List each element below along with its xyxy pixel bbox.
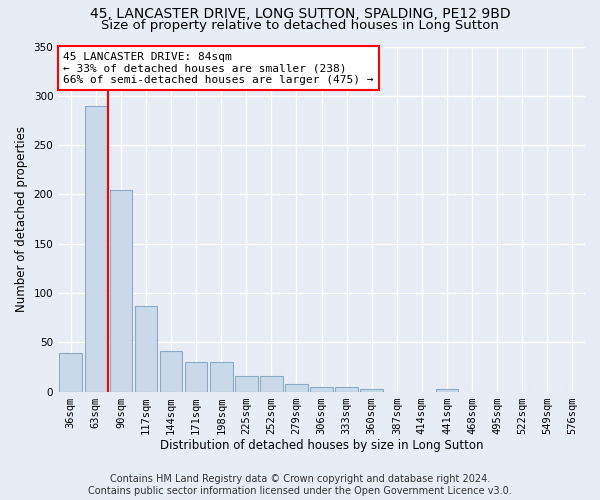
Text: 45 LANCASTER DRIVE: 84sqm
← 33% of detached houses are smaller (238)
66% of semi: 45 LANCASTER DRIVE: 84sqm ← 33% of detac… — [64, 52, 374, 85]
Bar — [110, 190, 132, 392]
Bar — [59, 353, 82, 392]
Bar — [285, 384, 308, 392]
Bar — [361, 388, 383, 392]
Text: Size of property relative to detached houses in Long Sutton: Size of property relative to detached ho… — [101, 19, 499, 32]
Bar — [335, 386, 358, 392]
Bar — [210, 362, 233, 392]
Bar — [260, 376, 283, 392]
Bar — [436, 388, 458, 392]
Bar — [134, 306, 157, 392]
Bar — [160, 351, 182, 392]
Bar — [310, 386, 333, 392]
X-axis label: Distribution of detached houses by size in Long Sutton: Distribution of detached houses by size … — [160, 440, 484, 452]
Bar — [235, 376, 257, 392]
Text: Contains HM Land Registry data © Crown copyright and database right 2024.
Contai: Contains HM Land Registry data © Crown c… — [88, 474, 512, 496]
Text: 45, LANCASTER DRIVE, LONG SUTTON, SPALDING, PE12 9BD: 45, LANCASTER DRIVE, LONG SUTTON, SPALDI… — [89, 8, 511, 22]
Y-axis label: Number of detached properties: Number of detached properties — [15, 126, 28, 312]
Bar — [85, 106, 107, 392]
Bar — [185, 362, 208, 392]
